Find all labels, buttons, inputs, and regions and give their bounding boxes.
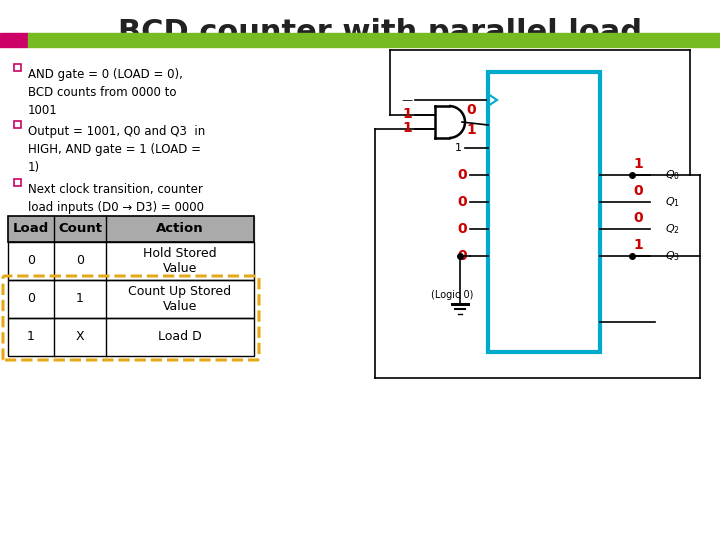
Text: Count: Count	[494, 143, 525, 153]
Text: 0: 0	[27, 293, 35, 306]
Text: 0: 0	[466, 103, 476, 117]
Bar	[8, 216, 54, 242]
Text: 0: 0	[27, 254, 35, 267]
Text: X: X	[76, 330, 84, 343]
Text: Count: Count	[58, 222, 102, 235]
Bar	[106, 318, 254, 356]
Bar	[8, 280, 54, 318]
Text: $\mathbf{D_3}$: $\mathbf{D_3}$	[494, 249, 510, 263]
Bar	[358, 33, 720, 47]
Text: Count Up Stored
Value: Count Up Stored Value	[128, 285, 232, 313]
Text: $Q_1$: $Q_1$	[579, 195, 594, 209]
Bar	[106, 280, 254, 318]
Text: $Q_0$: $Q_0$	[665, 168, 680, 182]
Text: BCD counter with parallel load: BCD counter with parallel load	[118, 18, 642, 47]
Text: 1: 1	[402, 121, 412, 135]
Bar	[8, 242, 254, 280]
Text: —: —	[402, 95, 413, 105]
Text: $\mathbf{D_1}$: $\mathbf{D_1}$	[494, 195, 510, 209]
Text: 1: 1	[466, 123, 476, 137]
Bar	[488, 72, 600, 352]
Text: 0: 0	[457, 249, 467, 263]
Bar	[14, 121, 21, 128]
Bar	[14, 179, 21, 186]
Text: 0: 0	[457, 195, 467, 209]
Text: 1: 1	[27, 330, 35, 343]
Bar	[54, 242, 106, 280]
Text: 0: 0	[457, 222, 467, 236]
Text: (Logic 0): (Logic 0)	[431, 290, 473, 300]
Bar	[8, 318, 54, 356]
Bar	[54, 216, 106, 242]
Text: 0: 0	[633, 184, 643, 198]
Text: CTR 4: CTR 4	[526, 82, 562, 95]
Text: Load D: Load D	[158, 330, 202, 343]
Bar	[8, 280, 254, 318]
Text: $Q_2$: $Q_2$	[579, 222, 594, 236]
Text: $Q_3$: $Q_3$	[665, 249, 680, 263]
Bar	[8, 242, 54, 280]
Bar	[8, 318, 254, 356]
Text: Output = 1001, Q0 and Q3  in
HIGH, AND gate = 1 (LOAD =
1): Output = 1001, Q0 and Q3 in HIGH, AND ga…	[28, 125, 205, 174]
Bar	[0, 33, 28, 47]
Text: $Q_0$: $Q_0$	[579, 168, 594, 182]
Text: $\mathbf{D_0}$: $\mathbf{D_0}$	[494, 168, 510, 182]
Text: 0: 0	[457, 168, 467, 182]
Bar	[14, 64, 21, 71]
Bar	[106, 242, 254, 280]
Bar	[28, 33, 358, 47]
Bar	[106, 216, 254, 242]
Text: 1: 1	[633, 238, 643, 252]
Text: $Q_2$: $Q_2$	[665, 222, 680, 236]
Text: 0: 0	[76, 254, 84, 267]
Text: $\mathbf{D_2}$: $\mathbf{D_2}$	[494, 222, 510, 236]
Bar	[54, 318, 106, 356]
Text: CO: CO	[578, 317, 594, 327]
Text: 1: 1	[76, 293, 84, 306]
Bar	[54, 280, 106, 318]
Text: $Q_3$: $Q_3$	[579, 249, 594, 263]
Text: Load: Load	[13, 222, 49, 235]
Text: Clock: Clock	[494, 95, 523, 105]
Text: 1: 1	[455, 143, 462, 153]
Bar	[8, 216, 254, 242]
Text: 0: 0	[633, 211, 643, 225]
Text: Load: Load	[494, 120, 519, 130]
Text: Hold Stored
Value: Hold Stored Value	[143, 247, 217, 275]
Text: 1: 1	[402, 107, 412, 121]
Text: 1: 1	[633, 157, 643, 171]
Text: Next clock transition, counter
load inputs (D0 → D3) = 0000: Next clock transition, counter load inpu…	[28, 183, 204, 214]
Text: AND gate = 0 (LOAD = 0),
BCD counts from 0000 to
1001: AND gate = 0 (LOAD = 0), BCD counts from…	[28, 68, 183, 117]
Text: $Q_1$: $Q_1$	[665, 195, 680, 209]
Text: Action: Action	[156, 222, 204, 235]
